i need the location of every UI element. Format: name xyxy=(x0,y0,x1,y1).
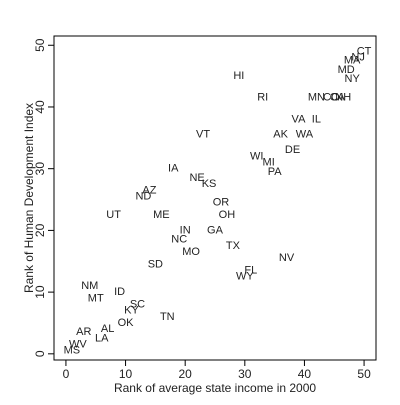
y-tick-label: 50 xyxy=(33,38,47,52)
x-tick-label: 50 xyxy=(357,367,371,381)
point-label-nc: NC xyxy=(171,234,187,246)
y-axis-ticks: 0 10 20 30 40 50 xyxy=(33,38,54,357)
x-tick-label: 0 xyxy=(63,367,70,381)
point-label-hi: HI xyxy=(233,70,244,82)
point-label-oh: OH xyxy=(219,209,236,221)
point-label-mn: MN xyxy=(308,92,325,104)
point-label-me: ME xyxy=(153,209,170,221)
point-label-ct: CT xyxy=(357,45,372,57)
point-label-ia: IA xyxy=(168,163,179,175)
point-label-ut: UT xyxy=(106,209,121,221)
point-label-id: ID xyxy=(114,286,125,298)
point-label-va: VA xyxy=(292,113,307,125)
point-label-md: MD xyxy=(338,64,355,76)
point-label-in: IN xyxy=(180,224,191,236)
point-label-tx: TX xyxy=(226,240,241,252)
y-tick-label: 30 xyxy=(33,162,47,176)
y-tick-label: 0 xyxy=(33,350,47,357)
point-label-ne: NE xyxy=(189,172,204,184)
point-label-ma: MA xyxy=(344,55,361,67)
point-label-sc: SC xyxy=(130,298,145,310)
point-label-ky: KY xyxy=(124,305,139,317)
y-tick-label: 10 xyxy=(33,285,47,299)
point-label-tn: TN xyxy=(160,311,175,323)
y-tick-label: 40 xyxy=(33,100,47,114)
x-axis-ticks: 0 10 20 30 40 50 xyxy=(63,360,371,381)
point-label-mo: MO xyxy=(182,246,200,258)
point-label-ar: AR xyxy=(76,326,91,338)
point-label-ak: AK xyxy=(273,129,288,141)
point-label-ms: MS xyxy=(64,345,81,357)
x-tick-label: 10 xyxy=(119,367,133,381)
point-label-nd: ND xyxy=(135,190,151,202)
point-label-ks: KS xyxy=(202,178,217,190)
x-tick-label: 20 xyxy=(179,367,193,381)
point-label-az: AZ xyxy=(142,184,156,196)
point-label-fl: FL xyxy=(244,265,257,277)
point-label-pa: PA xyxy=(268,166,283,178)
point-label-de: DE xyxy=(285,144,300,156)
point-label-il: IL xyxy=(312,113,321,125)
x-tick-label: 30 xyxy=(238,367,252,381)
point-label-ca: CA xyxy=(330,92,346,104)
point-label-or: OR xyxy=(213,197,230,209)
plot-frame xyxy=(53,35,377,361)
point-label-vt: VT xyxy=(196,129,210,141)
point-label-wi: WI xyxy=(250,150,263,162)
y-axis-title: Rank of Human Development Index xyxy=(22,103,36,293)
point-label-nj: NJ xyxy=(351,52,364,64)
point-label-wv: WV xyxy=(69,339,87,351)
point-label-la: LA xyxy=(95,332,109,344)
point-label-ga: GA xyxy=(207,224,224,236)
x-tick-label: 40 xyxy=(298,367,312,381)
point-label-mi: MI xyxy=(263,157,275,169)
point-label-nm: NM xyxy=(81,280,98,292)
y-tick-label: 20 xyxy=(33,223,47,237)
point-label-co: CO xyxy=(323,92,340,104)
point-label-al: AL xyxy=(101,323,114,335)
x-axis-title: Rank of average state income in 2000 xyxy=(114,381,316,395)
point-label-nh: NH xyxy=(335,92,351,104)
point-label-ri: RI xyxy=(257,92,268,104)
point-label-mt: MT xyxy=(88,292,104,304)
point-label-sd: SD xyxy=(148,258,163,270)
point-label-nv: NV xyxy=(279,252,295,264)
point-label-ok: OK xyxy=(118,317,135,329)
point-label-wa: WA xyxy=(296,129,314,141)
point-label-ny: NY xyxy=(345,73,361,85)
point-label-wy: WY xyxy=(236,271,254,283)
